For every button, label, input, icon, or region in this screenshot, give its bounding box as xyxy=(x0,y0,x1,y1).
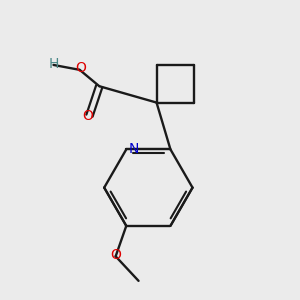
Text: O: O xyxy=(82,109,93,123)
Text: O: O xyxy=(75,61,86,75)
Text: N: N xyxy=(129,142,139,156)
Text: O: O xyxy=(110,248,121,262)
Text: H: H xyxy=(48,57,59,71)
